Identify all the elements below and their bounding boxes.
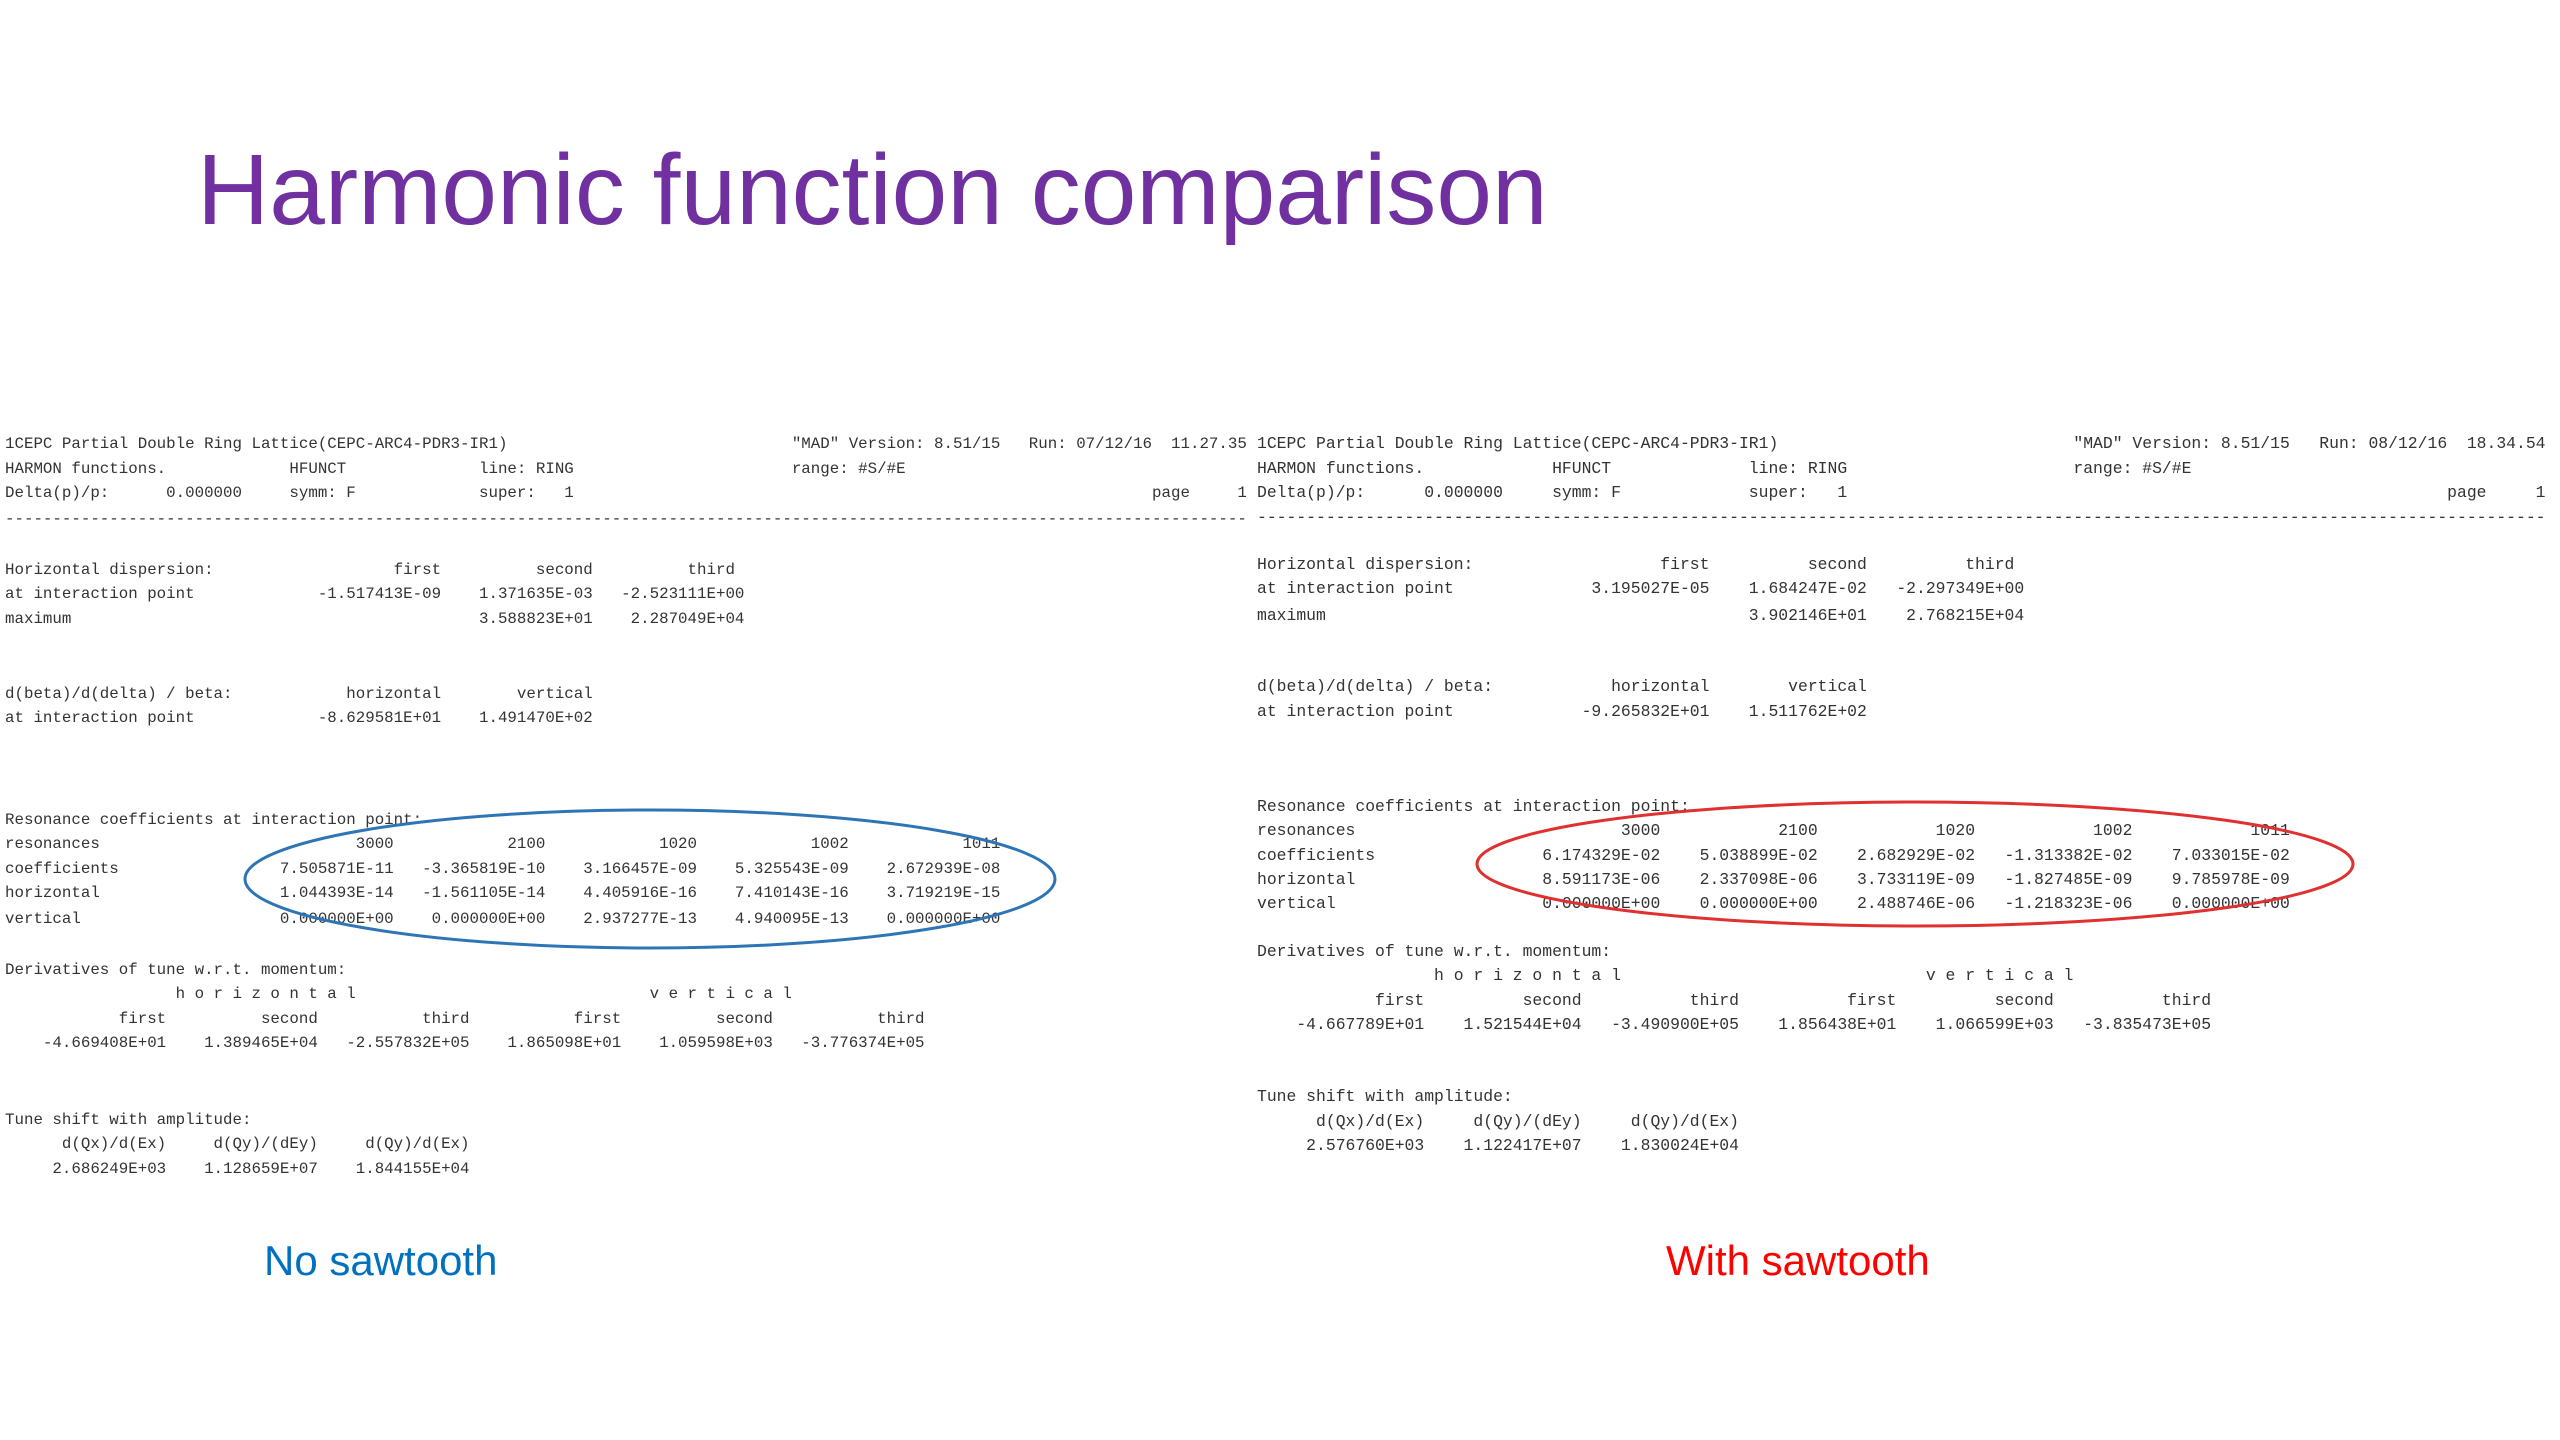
output-line: Horizontal dispersion: first second thir…: [5, 560, 735, 579]
output-line: 1CEPC Partial Double Ring Lattice(CEPC-A…: [1257, 434, 2546, 454]
output-line: HARMON functions. HFUNCT line: RING rang…: [1257, 458, 2192, 478]
output-line: maximum 3.902146E+01 2.768215E+04: [1257, 605, 2025, 625]
output-line: h o r i z o n t a l v e r t i c a l: [1257, 966, 2074, 986]
output-line: at interaction point 3.195027E-05 1.6842…: [1257, 579, 2025, 599]
output-line: at interaction point -9.265832E+01 1.511…: [1257, 701, 1867, 721]
output-line: 2.686249E+03 1.128659E+07 1.844155E+04: [5, 1159, 470, 1178]
output-line: HARMON functions. HFUNCT line: RING rang…: [5, 459, 906, 478]
output-line: coefficients 6.174329E-02 5.038899E-02 2…: [1257, 845, 2290, 865]
caption: With sawtooth: [1666, 1237, 1930, 1284]
output-line: d(beta)/d(delta) / beta: horizontal vert…: [5, 684, 593, 703]
output-line: ----------------------------------------…: [5, 510, 1247, 529]
output-line: maximum 3.588823E+01 2.287049E+04: [5, 609, 745, 628]
output-line: h o r i z o n t a l v e r t i c a l: [5, 985, 792, 1004]
output-line: -4.669408E+01 1.389465E+04 -2.557832E+05…: [5, 1034, 925, 1053]
caption: No sawtooth: [264, 1237, 498, 1284]
output-line: at interaction point -8.629581E+01 1.491…: [5, 709, 593, 728]
output-line: at interaction point -1.517413E-09 1.371…: [5, 585, 745, 604]
output-line: Tune shift with amplitude:: [1257, 1087, 1513, 1107]
output-line: Resonance coefficients at interaction po…: [1257, 796, 1690, 816]
output-line: vertical 0.000000E+00 0.000000E+00 2.937…: [5, 910, 1001, 929]
output-line: d(Qx)/d(Ex) d(Qy)/(dEy) d(Qy)/d(Ex): [1257, 1111, 1739, 1131]
output-line: -4.667789E+01 1.521544E+04 -3.490900E+05…: [1257, 1015, 2212, 1035]
output-line: first second third first second third: [5, 1009, 925, 1028]
output-line: first second third first second third: [1257, 990, 2212, 1010]
output-line: ----------------------------------------…: [1257, 507, 2546, 527]
output-line: 1CEPC Partial Double Ring Lattice(CEPC-A…: [5, 435, 1247, 454]
output-line: resonances 3000 2100 1020 1002 1011: [5, 835, 1001, 854]
output-line: Delta(p)/p: 0.000000 symm: F super: 1 pa…: [5, 484, 1247, 503]
output-line: Horizontal dispersion: first second thir…: [1257, 554, 2015, 574]
output-line: Derivatives of tune w.r.t. momentum:: [5, 960, 347, 979]
output-line: horizontal 8.591173E-06 2.337098E-06 3.7…: [1257, 870, 2290, 889]
slide-title: Harmonic function comparison: [197, 134, 1548, 246]
output-line: Resonance coefficients at interaction po…: [5, 810, 423, 829]
output-line: horizontal 1.044393E-14 -1.561105E-14 4.…: [5, 884, 1001, 903]
output-line: vertical 0.000000E+00 0.000000E+00 2.488…: [1257, 894, 2290, 914]
output-line: Delta(p)/p: 0.000000 symm: F super: 1 pa…: [1257, 483, 2546, 503]
output-line: Derivatives of tune w.r.t. momentum:: [1257, 941, 1612, 961]
output-line: resonances 3000 2100 1020 1002 1011: [1257, 821, 2290, 841]
output-line: d(beta)/d(delta) / beta: horizontal vert…: [1257, 677, 1867, 697]
output-line: d(Qx)/d(Ex) d(Qy)/(dEy) d(Qy)/d(Ex): [5, 1135, 470, 1154]
output-line: Tune shift with amplitude:: [5, 1111, 252, 1129]
output-line: coefficients 7.505871E-11 -3.365819E-10 …: [5, 859, 1001, 878]
output-line: 2.576760E+03 1.122417E+07 1.830024E+04: [1257, 1136, 1739, 1156]
